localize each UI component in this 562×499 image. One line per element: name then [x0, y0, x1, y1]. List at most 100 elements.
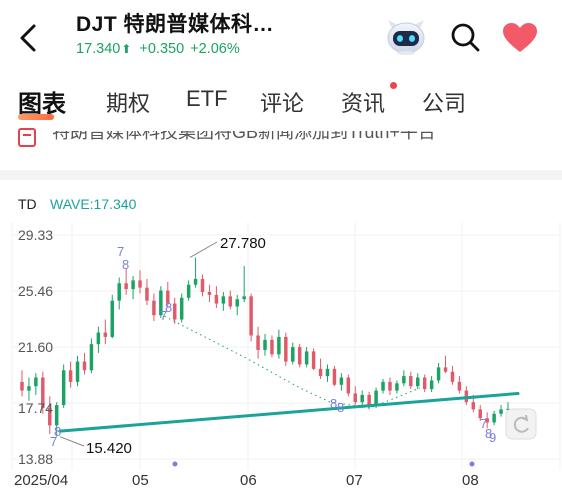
td-dotted-line — [159, 313, 421, 409]
robot-assistant-icon — [387, 20, 425, 55]
td-sequence-label: 8 — [54, 424, 61, 439]
td-sequence-label: 9 — [489, 430, 496, 445]
tab-chart[interactable]: 图表 — [18, 91, 66, 118]
candle-body — [381, 381, 385, 391]
candle-body — [124, 283, 128, 290]
reset-button-bg — [505, 408, 537, 440]
candle-body — [332, 368, 337, 385]
candle-body — [416, 377, 420, 387]
candle-body — [284, 336, 288, 362]
tab-options[interactable]: 期权 — [106, 91, 151, 116]
tab-news[interactable]: 资讯 — [341, 91, 386, 116]
price-quote: 17.340⬆ +0.350 +2.06% — [76, 41, 240, 57]
candle-body — [173, 303, 177, 320]
candle-body — [54, 405, 59, 426]
stock-title: DJT 特朗普媒体科… — [76, 13, 275, 36]
chart-grid — [11, 222, 561, 470]
td-sequence-label: 8 — [165, 300, 172, 315]
candle-body — [110, 300, 114, 337]
refresh-icon-arrow — [521, 414, 529, 422]
candle-body — [506, 408, 510, 410]
candle-body — [242, 296, 246, 300]
section-divider — [0, 170, 562, 180]
tab-company[interactable]: 公司 — [422, 91, 467, 116]
candle-body — [27, 386, 31, 391]
candle-body — [429, 380, 434, 390]
candle-body — [68, 370, 73, 382]
heart-icon — [503, 23, 537, 52]
tab-comments[interactable]: 评论 — [260, 91, 305, 116]
up-arrow-icon: ⬆ — [121, 42, 132, 56]
candle-body — [41, 377, 45, 408]
candle-body — [409, 376, 413, 387]
candle-body — [353, 393, 357, 403]
candle-body — [422, 377, 427, 390]
candle-body — [179, 297, 184, 320]
assistant-button[interactable] — [384, 18, 428, 56]
chevron-left-icon — [20, 24, 36, 52]
td-sequence-label: 7 — [50, 434, 57, 449]
candle-body — [61, 370, 66, 406]
high-price-label: 27.780 — [220, 235, 266, 252]
search-button[interactable] — [448, 20, 482, 54]
candle-body — [117, 283, 121, 301]
x-axis-tick-label: 07 — [346, 472, 363, 489]
candle-body — [478, 409, 482, 419]
x-axis-tick-label: 2025/04 — [14, 472, 68, 489]
news-headline[interactable]: 特朗普媒体科技集团将GB新闻添加到Truth+平台 — [52, 122, 436, 142]
candle-body — [304, 351, 309, 365]
candle-body — [20, 381, 24, 391]
candle-body — [291, 347, 295, 362]
candle-body — [200, 278, 205, 292]
candle-body — [228, 296, 233, 307]
candle-body — [145, 287, 149, 301]
favorite-button[interactable] — [502, 22, 538, 54]
chart-reset-button[interactable] — [505, 408, 537, 440]
candle-body — [207, 291, 212, 295]
candle-body — [166, 290, 170, 304]
candle-body — [311, 351, 316, 369]
candle-body — [402, 376, 406, 384]
candle-body — [131, 280, 135, 290]
td-sequence-label: 8 — [122, 257, 129, 272]
td-sequence-label: 8 — [485, 426, 492, 441]
candle-body — [450, 371, 455, 382]
axis-labels: 29.33 25.46 21.60 17.74 13.88 2025/04 05 06 07 08 — [14, 227, 479, 489]
candle-body — [367, 394, 371, 407]
candle-body — [360, 394, 364, 403]
candle-body — [457, 381, 462, 391]
candle-body — [325, 368, 330, 377]
candle-body — [395, 383, 399, 391]
candle-body — [485, 418, 489, 423]
td-sequence-label: 7 — [480, 416, 487, 431]
candle-body — [159, 290, 163, 316]
td-sequence-label: 7 — [117, 244, 124, 259]
last-price: 17.340 — [76, 41, 121, 57]
candle-body — [388, 381, 392, 391]
candle-body — [277, 336, 281, 355]
td-sequence-label: 7 — [160, 308, 167, 323]
candle-body — [89, 344, 94, 371]
back-button[interactable] — [14, 20, 44, 56]
y-axis-tick-label: 17.74 — [18, 400, 53, 416]
candle-body — [318, 368, 323, 377]
candles — [20, 257, 510, 437]
indicator-wave-value: WAVE:17.340 — [50, 196, 137, 212]
candle-body — [96, 332, 101, 345]
price-change: +0.350 — [139, 41, 185, 57]
indicator-name: TD — [18, 196, 37, 212]
y-axis-tick-label: 25.46 — [18, 283, 53, 299]
tab-etf[interactable]: ETF — [186, 86, 228, 111]
candle-body — [499, 409, 503, 414]
x-axis-tick-label: 08 — [462, 472, 479, 489]
candle-body — [249, 296, 253, 336]
event-marker — [469, 461, 475, 467]
candle-body — [235, 299, 239, 307]
candle-body — [34, 377, 38, 387]
y-axis-tick-label: 13.88 — [18, 451, 53, 467]
candle-body — [48, 407, 52, 426]
search-icon — [451, 23, 480, 52]
candle-body — [256, 335, 260, 350]
